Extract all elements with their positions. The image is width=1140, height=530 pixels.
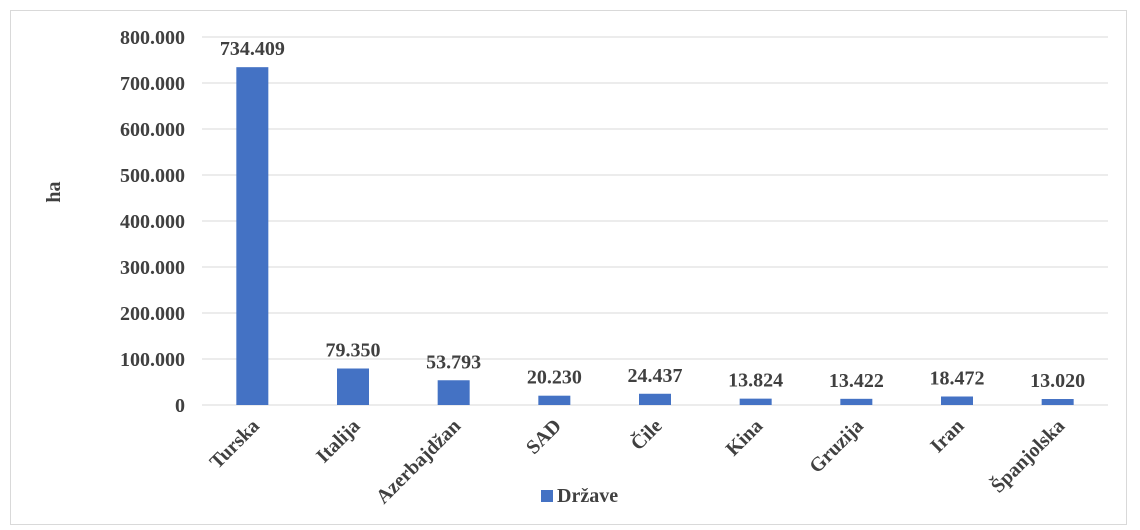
- x-category-label: Gruzija: [805, 415, 868, 478]
- y-tick-label: 800.000: [120, 27, 185, 49]
- legend: Države: [541, 485, 618, 507]
- data-label: 53.793: [426, 351, 481, 373]
- bar: [941, 396, 973, 405]
- data-label: 79.350: [326, 339, 381, 361]
- y-tick-label: 200.000: [120, 303, 185, 325]
- y-tick-label: 600.000: [120, 119, 185, 141]
- legend-label: Države: [557, 485, 618, 507]
- x-category-label: Italija: [312, 415, 364, 467]
- bar: [1041, 399, 1074, 405]
- y-tick-label: 700.000: [120, 73, 185, 95]
- bar: [337, 368, 369, 405]
- legend-swatch: [541, 490, 553, 502]
- x-category-label: Azerbajdžan: [372, 415, 465, 508]
- bar: [538, 395, 571, 405]
- x-category-label: Kina: [722, 415, 767, 460]
- y-tick-label: 400.000: [120, 211, 185, 233]
- x-category-label: SAD: [522, 415, 566, 459]
- y-tick-label: 100.000: [120, 349, 185, 371]
- data-label: 18.472: [930, 368, 985, 390]
- y-tick-label: 0: [175, 395, 185, 417]
- y-axis-label: ha: [43, 181, 65, 202]
- data-label: 13.824: [728, 370, 783, 392]
- x-category-label: Španjolska: [985, 414, 1069, 498]
- x-category-label: Turska: [206, 415, 264, 473]
- data-label: 13.020: [1030, 370, 1085, 392]
- data-label: 24.437: [628, 365, 683, 387]
- bar: [236, 67, 269, 405]
- data-label: 734.409: [220, 38, 285, 60]
- bar: [739, 398, 772, 405]
- y-tick-label: 300.000: [120, 257, 185, 279]
- y-axis-ticks: 0 100.000 200.000 300.000 400.000 500.000 600.…: [120, 27, 185, 417]
- y-tick-label: 500.000: [120, 165, 185, 187]
- data-labels: 734.409 79.350 53.793 20.230 24.437 13.824 13.…: [220, 38, 1085, 392]
- x-category-label: Iran: [926, 415, 968, 457]
- x-category-label: Čile: [625, 413, 666, 454]
- data-label: 20.230: [527, 367, 582, 389]
- bar: [840, 398, 873, 405]
- x-axis-categories: Turska Italija Azerbajdžan SAD Čile Kina Gruzi…: [206, 413, 1070, 508]
- bars: [236, 67, 1074, 405]
- data-label: 13.422: [829, 370, 884, 392]
- bar: [639, 393, 671, 405]
- bar: [437, 380, 470, 405]
